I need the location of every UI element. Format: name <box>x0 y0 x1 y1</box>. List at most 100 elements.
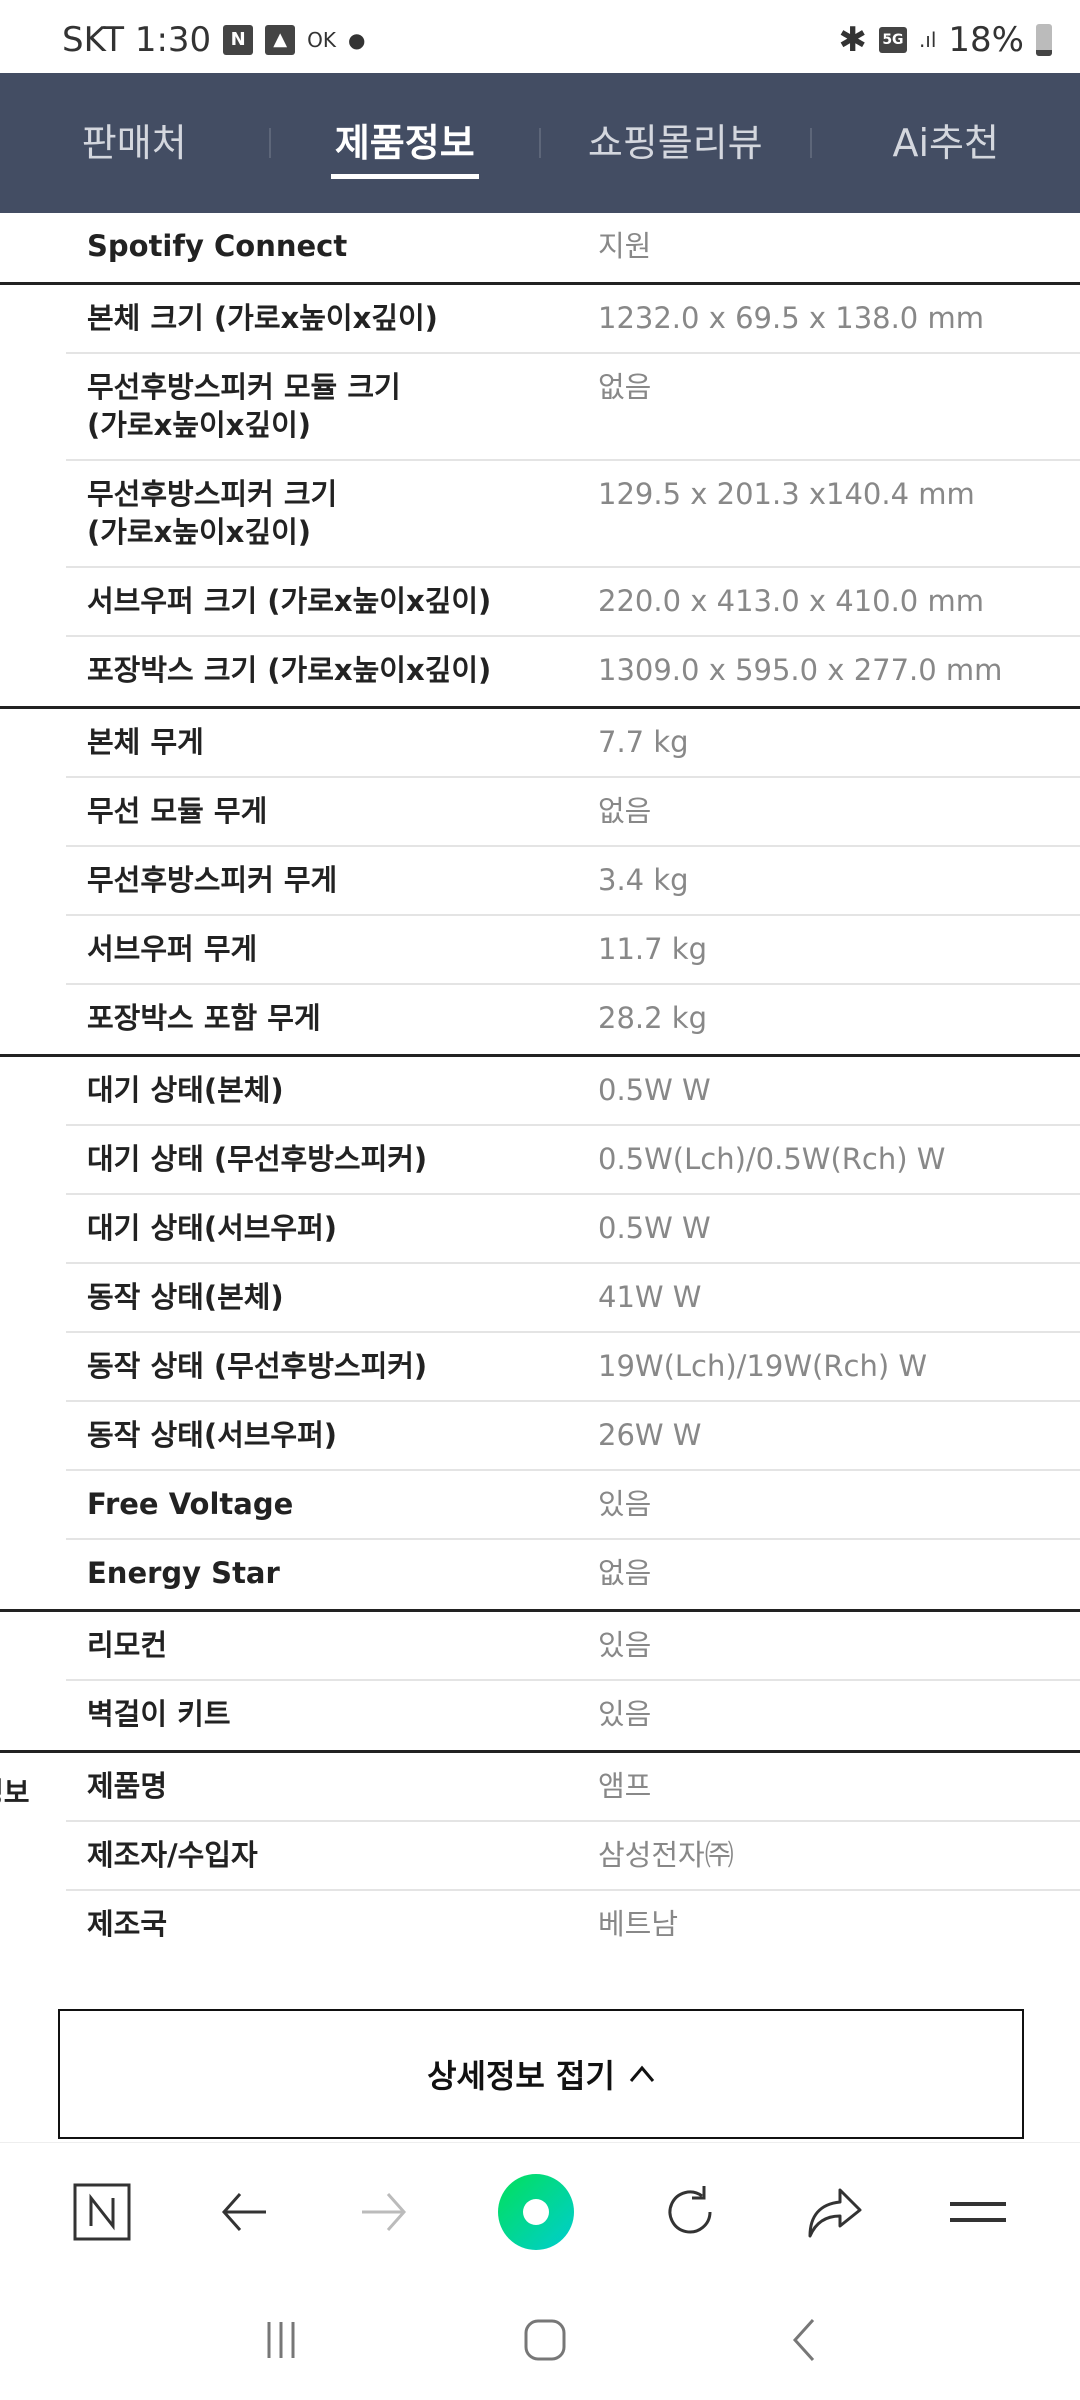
spec-row: 서브우퍼 크기 (가로x높이x깊이) 220.0 x 413.0 x 410.0 … <box>66 568 1080 637</box>
spec-value: 7.7 kg <box>598 725 689 759</box>
spec-row: 제품명 앰프 <box>66 1753 1080 1822</box>
5g-icon: 5G <box>878 27 907 53</box>
spec-value: 베트남 <box>598 1907 679 1941</box>
forward-arrow-icon[interactable] <box>356 2184 412 2240</box>
dot-icon: ● <box>348 28 366 52</box>
battery-icon <box>1036 24 1052 56</box>
spec-value: 0.5W W <box>598 1073 711 1107</box>
spec-label: 대기 상태(본체) <box>87 1073 284 1107</box>
spec-value: 있음 <box>598 1487 652 1521</box>
spec-value: 없음 <box>598 1556 652 1590</box>
naver-notification-icon: N <box>223 25 254 55</box>
spec-value: 41W W <box>598 1280 702 1314</box>
recent-apps-icon[interactable] <box>261 2320 301 2360</box>
home-icon[interactable] <box>523 2318 567 2362</box>
spec-value: 3.4 kg <box>598 863 689 897</box>
spec-value: 1232.0 x 69.5 x 138.0 mm <box>598 301 984 335</box>
spec-label: 제조자/수입자 <box>87 1838 258 1872</box>
spec-row: 무선후방스피커 무게 3.4 kg <box>66 847 1080 916</box>
spec-row: 포장박스 크기 (가로x높이x깊이) 1309.0 x 595.0 x 277.0… <box>66 637 1080 706</box>
spec-value: 0.5W(Lch)/0.5W(Rch) W <box>598 1142 946 1176</box>
collapse-details-button[interactable]: 상세정보 접기 <box>58 2009 1024 2139</box>
ok-icon: OK <box>307 28 337 52</box>
menu-icon[interactable] <box>948 2182 1008 2242</box>
gallery-icon: ▲ <box>265 25 296 55</box>
spec-row: Spotify Connect 지원 <box>66 213 1080 282</box>
spec-row: 무선후방스피커 모듈 크기 (가로x높이x깊이) 없음 <box>66 354 1080 461</box>
spec-label: 본체 크기 (가로x높이x깊이) <box>87 301 438 335</box>
tab-divider <box>809 128 812 158</box>
spec-row: 리모컨 있음 <box>66 1612 1080 1681</box>
spec-group: 대기 상태(본체) 0.5W W 대기 상태 (무선후방스피커) 0.5W(Lch)/… <box>0 1057 1080 1612</box>
refresh-icon[interactable] <box>660 2182 720 2242</box>
back-arrow-icon[interactable] <box>216 2184 272 2240</box>
spec-row: 제조국 베트남 <box>66 1891 1080 1960</box>
spec-row: 대기 상태(서브우퍼) 0.5W W <box>66 1195 1080 1264</box>
spec-row: 제조자/수입자 삼성전자㈜ <box>66 1822 1080 1891</box>
share-icon[interactable] <box>804 2182 864 2242</box>
signal-icon: .ıl <box>918 28 937 52</box>
spec-label: 서브우퍼 크기 (가로x높이x깊이) <box>87 584 492 618</box>
spec-value: 1309.0 x 595.0 x 277.0 mm <box>598 653 1003 687</box>
spec-label: Free Voltage <box>87 1487 294 1521</box>
naver-home-icon[interactable] <box>72 2182 132 2242</box>
tab-sellers[interactable]: 판매처 <box>81 121 187 165</box>
naver-green-dot-icon[interactable] <box>496 2172 576 2252</box>
spec-value: 있음 <box>598 1697 652 1731</box>
spec-value: 앰프 <box>598 1769 652 1803</box>
spec-value: 0.5W W <box>598 1211 711 1245</box>
spec-label: Spotify Connect <box>87 229 348 263</box>
spec-group: Spotify Connect 지원 <box>0 213 1080 285</box>
spec-label: 본체 무게 <box>87 725 204 759</box>
spec-row: 벽걸이 키트 있음 <box>66 1681 1080 1750</box>
spec-label: 서브우퍼 무게 <box>87 932 258 966</box>
browser-toolbar <box>0 2142 1080 2280</box>
tab-divider <box>268 128 271 158</box>
tab-ai-recommend[interactable]: Ai추천 <box>892 121 999 165</box>
spec-label: 벽걸이 키트 <box>87 1697 231 1731</box>
spec-row: 동작 상태(본체) 41W W <box>66 1264 1080 1333</box>
spec-group: 본체 크기 (가로x높이x깊이) 1232.0 x 69.5 x 138.0 mm… <box>0 285 1080 709</box>
spec-label: 대기 상태(서브우퍼) <box>87 1211 338 1245</box>
spec-row: 포장박스 포함 무게 28.2 kg <box>66 985 1080 1054</box>
system-back-icon[interactable] <box>789 2318 819 2362</box>
spec-label: 무선 모듈 무게 <box>87 794 268 828</box>
spec-row: 대기 상태 (무선후방스피커) 0.5W(Lch)/0.5W(Rch) W <box>66 1126 1080 1195</box>
spec-group: 리모컨 있음 벽걸이 키트 있음 <box>0 1612 1080 1753</box>
carrier-time: SKT 1:30 <box>62 20 212 60</box>
spec-value: 없음 <box>598 370 652 404</box>
spec-label: 동작 상태(서브우퍼) <box>87 1418 338 1452</box>
spec-label: 동작 상태(본체) <box>87 1280 284 1314</box>
system-nav-bar <box>0 2280 1080 2400</box>
spec-value: 있음 <box>598 1628 652 1662</box>
spec-label: 포장박스 크기 (가로x높이x깊이) <box>87 653 492 687</box>
spec-row: 무선 모듈 무게 없음 <box>66 778 1080 847</box>
spec-row: 본체 무게 7.7 kg <box>66 709 1080 778</box>
spec-value: 지원 <box>598 229 652 263</box>
spec-label: 제품명 <box>87 1769 168 1803</box>
spec-value: 삼성전자㈜ <box>598 1838 734 1872</box>
spec-value: 220.0 x 413.0 x 410.0 mm <box>598 584 984 618</box>
spec-row: Energy Star 없음 <box>66 1540 1080 1609</box>
spec-label: 리모컨 <box>87 1628 168 1662</box>
spec-row: Free Voltage 있음 <box>66 1471 1080 1540</box>
chevron-up-icon <box>629 2065 655 2082</box>
spec-value: 26W W <box>598 1418 702 1452</box>
spec-row: 동작 상태(서브우퍼) 26W W <box>66 1402 1080 1471</box>
spec-row: 대기 상태(본체) 0.5W W <box>66 1057 1080 1126</box>
tab-mall-reviews[interactable]: 쇼핑몰리뷰 <box>587 121 763 165</box>
spec-label: 무선후방스피커 무게 <box>87 863 338 897</box>
spec-value: 28.2 kg <box>598 1001 707 1035</box>
bluetooth-icon: ✱ <box>838 20 867 60</box>
tab-product-info[interactable]: 제품정보 <box>271 73 540 213</box>
spec-value: 11.7 kg <box>598 932 707 966</box>
status-bar: SKT 1:30 N ▲ OK ● ✱ 5G .ıl 18% <box>0 0 1080 73</box>
spec-label: 대기 상태 (무선후방스피커) <box>87 1142 428 1176</box>
spec-label: 제조국 <box>87 1907 168 1941</box>
spec-value: 19W(Lch)/19W(Rch) W <box>598 1349 928 1383</box>
spec-label: 무선후방스피커 크기 (가로x높이x깊이) <box>87 477 338 549</box>
spec-row: 동작 상태 (무선후방스피커) 19W(Lch)/19W(Rch) W <box>66 1333 1080 1402</box>
